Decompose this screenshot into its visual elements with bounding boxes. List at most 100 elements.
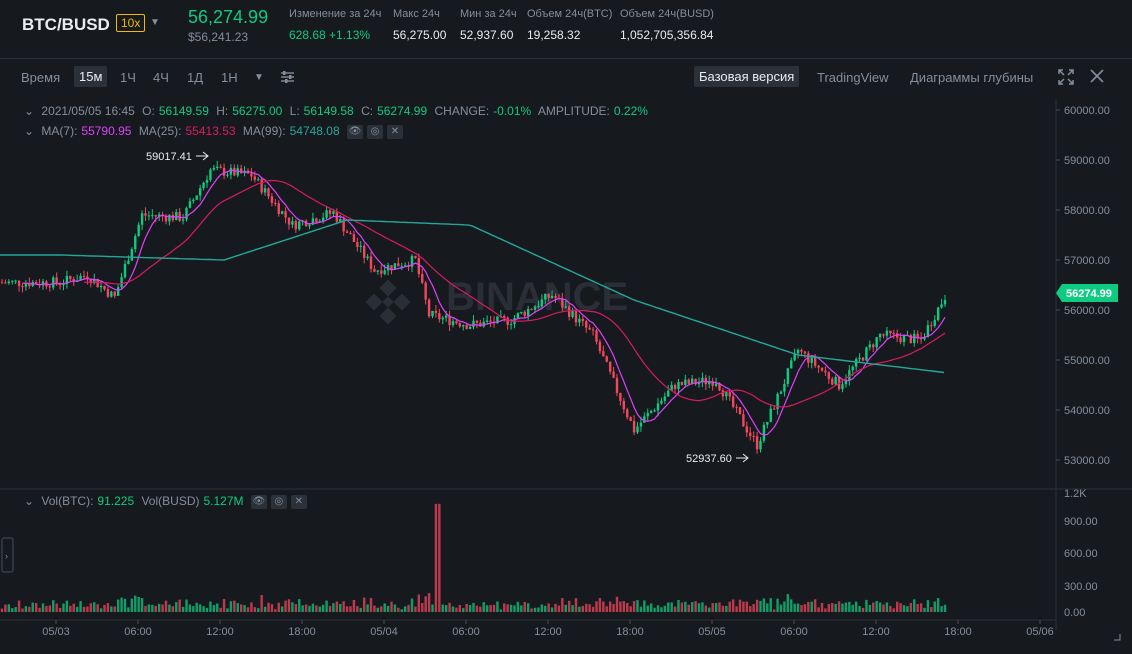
sidebar-toggle[interactable]: ›	[1, 537, 14, 573]
close-icon[interactable]	[1090, 69, 1104, 86]
candle-body	[345, 231, 349, 233]
stat-value: 1,052,705,356.84	[620, 28, 714, 42]
volume-bar	[851, 604, 854, 612]
chevron-down-icon[interactable]: ⌄	[24, 124, 35, 138]
candle-body	[772, 408, 776, 410]
interval-4h[interactable]: 4Ч	[153, 70, 169, 85]
candle-body	[157, 214, 161, 217]
candle-body	[332, 211, 335, 214]
candle-body	[779, 391, 783, 394]
chevron-down-icon[interactable]: ⌄	[24, 104, 35, 118]
candle-body	[34, 281, 38, 285]
candle-body	[82, 275, 86, 277]
candle-body	[803, 351, 807, 354]
close-icon[interactable]: ✕	[290, 494, 307, 509]
volume-bar	[342, 601, 345, 612]
candle-body	[441, 317, 444, 320]
volume-bar	[120, 597, 123, 612]
candle-body	[564, 306, 567, 308]
eye-icon[interactable]: 👁	[250, 494, 267, 509]
candle-body	[807, 353, 810, 363]
leverage-badge[interactable]: 10x	[116, 14, 146, 32]
candle-body	[567, 306, 571, 317]
price-axis: 60000.00 59000.00 58000.00 57000.00 56000.00…	[1056, 105, 1110, 619]
time-label[interactable]: Время	[21, 70, 61, 85]
volume-bar	[219, 607, 222, 612]
eye-icon[interactable]: 👁	[347, 124, 363, 139]
candle-body	[192, 199, 195, 202]
volume-bar	[913, 599, 916, 612]
candle-body	[571, 311, 574, 317]
time-tick-label: 18:00	[288, 626, 316, 638]
volume-bar	[226, 608, 229, 612]
settings-icon[interactable]	[280, 70, 295, 87]
volume-bar	[899, 603, 902, 612]
candle-body	[270, 196, 274, 203]
volume-bar	[930, 607, 933, 612]
candle-body	[721, 390, 725, 397]
volume-bar	[793, 603, 796, 612]
volume-bar	[38, 607, 41, 612]
volume-bar	[485, 605, 489, 612]
close-icon[interactable]: ✕	[387, 124, 403, 139]
candle-body	[485, 320, 489, 322]
view-tradingview[interactable]: TradingView	[817, 70, 889, 85]
stat-label: Объем 24ч(BUSD)	[620, 8, 714, 20]
last-price-usd: $56,241.23	[188, 30, 249, 44]
settings-icon[interactable]: ◎	[270, 494, 287, 509]
candle-body	[236, 168, 239, 176]
candle-body	[17, 280, 21, 287]
volume-bar	[626, 603, 629, 612]
view-basic[interactable]: Базовая версия	[694, 66, 800, 87]
candle-body	[328, 210, 332, 214]
chevron-down-icon[interactable]: ⌄	[24, 494, 35, 508]
volume-bar	[308, 605, 311, 612]
interval-dropdown-icon[interactable]: ▼	[254, 72, 264, 83]
candle-body	[226, 174, 229, 176]
candle-body	[62, 284, 65, 286]
low-label: L:	[289, 104, 300, 118]
interval-1h[interactable]: 1Ч	[120, 70, 136, 85]
volume-bar	[783, 601, 786, 612]
candle-body	[591, 329, 595, 331]
price-tick-label: 59000.00	[1064, 155, 1110, 167]
volume-bar	[116, 599, 120, 612]
candle-body	[626, 409, 629, 418]
volume-bar	[147, 604, 151, 612]
chevron-down-icon[interactable]: ▼	[150, 17, 160, 28]
volume-bar	[304, 604, 308, 612]
volume-bars	[0, 503, 947, 612]
time-tick-label: 12:00	[534, 626, 562, 638]
candle-body	[550, 295, 554, 298]
volume-bar	[615, 596, 619, 612]
expand-icon[interactable]	[1058, 69, 1074, 88]
volume-bar	[113, 606, 116, 612]
volume-bar	[267, 602, 270, 612]
volume-bar	[902, 605, 906, 612]
volume-bar	[236, 603, 239, 612]
interval-1w[interactable]: 1Н	[221, 70, 238, 85]
volume-bar	[550, 607, 554, 612]
volume-bar	[397, 607, 400, 612]
candle-body	[885, 330, 889, 336]
candle-body	[28, 283, 31, 287]
volume-bar	[667, 602, 670, 612]
interval-15m[interactable]: 15м	[74, 66, 108, 87]
volume-bar	[424, 596, 427, 612]
volume-bar	[523, 601, 526, 612]
volume-bar	[332, 603, 335, 612]
volume-bar	[479, 606, 482, 612]
resize-corner-icon[interactable]	[1114, 634, 1121, 641]
volume-bar	[943, 604, 947, 612]
candle-body	[660, 400, 663, 404]
view-depth[interactable]: Диаграммы глубины	[910, 70, 1034, 85]
candle-body	[444, 315, 448, 318]
settings-icon[interactable]: ◎	[367, 124, 383, 139]
interval-1d[interactable]: 1Д	[187, 70, 204, 85]
pair-title[interactable]: BTC/BUSD	[22, 15, 110, 34]
candlestick-chart[interactable]: BINANCE 60000.00 59000.00 58000.00 57000.00…	[0, 100, 1132, 654]
candle-body	[680, 381, 684, 385]
high-label: 59017.41	[146, 151, 192, 163]
volume-bar	[933, 601, 936, 612]
candle-body	[475, 320, 479, 323]
